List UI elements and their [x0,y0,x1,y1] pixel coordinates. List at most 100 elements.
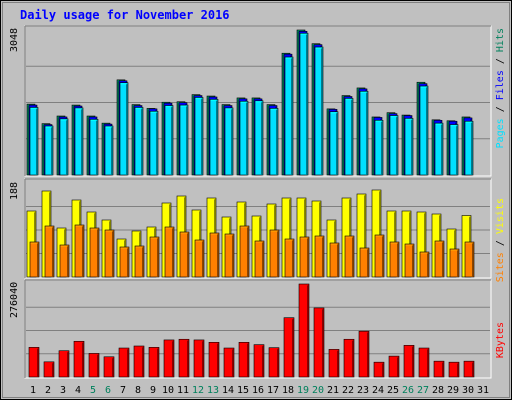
x-label-day-7: 7 [120,385,126,396]
bar-sites-day-4 [74,224,85,278]
bar-kbytes-day-15 [238,341,250,378]
chart-bars [26,29,490,378]
bar-kbytes-day-5 [88,353,100,378]
x-label-day-6: 6 [105,385,111,396]
bar-sites-day-9 [149,236,160,278]
bar-sites-day-6 [104,229,115,278]
x-label-day-18: 18 [282,385,294,396]
bar-pages-day-8 [134,107,144,176]
x-label-day-20: 20 [312,385,324,396]
x-label-day-19: 19 [297,385,309,396]
bar-sites-day-14 [224,233,235,278]
bar-pages-day-12 [194,97,204,176]
bar-sites-day-1 [29,241,40,278]
bar-kbytes-day-1 [28,347,40,378]
bar-pages-day-20 [314,46,324,176]
bar-kbytes-day-10 [163,339,175,378]
chart-title: Daily usage for November 2016 [20,8,230,22]
x-label-day-31: 31 [477,385,489,396]
legend-separator: / [495,234,506,252]
bar-sites-day-19 [299,236,310,278]
legend-hits: Hits [495,28,506,52]
legend-pages: Pages [495,118,506,148]
bar-kbytes-day-17 [268,347,280,378]
bar-pages-day-9 [149,110,159,176]
bar-kbytes-day-27 [418,347,430,378]
x-label-day-13: 13 [207,385,219,396]
bar-sites-day-22 [344,235,355,278]
bar-pages-day-11 [179,104,189,176]
x-label-day-30: 30 [462,385,474,396]
bar-kbytes-day-12 [193,339,205,378]
bar-pages-day-17 [269,108,279,176]
bar-pages-day-26 [404,118,414,176]
legend-visits: Visits [495,198,506,234]
bar-pages-day-13 [209,99,219,176]
x-label-day-10: 10 [162,385,174,396]
x-label-day-1: 1 [30,385,36,396]
svg-text:Sites / Visits: Sites / Visits [495,198,506,282]
bar-pages-day-28 [434,122,444,176]
legend-files: Files [495,70,506,100]
bar-pages-day-1 [29,107,39,176]
x-label-day-26: 26 [402,385,414,396]
bar-kbytes-day-7 [118,347,130,378]
x-label-day-24: 24 [372,385,384,396]
bar-sites-day-24 [374,234,385,278]
bar-sites-day-26 [404,243,415,278]
bar-pages-day-27 [419,85,429,176]
bar-pages-day-10 [164,105,174,176]
legend-separator: / [495,100,506,118]
bar-sites-day-20 [314,235,325,278]
bar-sites-day-13 [209,232,220,278]
bar-kbytes-day-28 [433,360,445,378]
bar-kbytes-day-29 [448,361,460,378]
bar-kbytes-day-20 [313,307,325,378]
panel-bottom-max-label: 276040 [9,282,20,318]
x-label-day-3: 3 [60,385,66,396]
bar-kbytes-day-11 [178,338,190,378]
legend-sites: Sites [495,252,506,282]
bar-pages-day-4 [74,107,84,176]
bar-sites-day-23 [359,247,370,278]
bar-kbytes-day-19 [298,283,310,378]
bar-pages-day-6 [104,125,114,176]
bar-pages-day-16 [254,100,264,176]
bar-pages-day-23 [359,90,369,176]
bar-pages-day-3 [59,118,69,176]
bar-sites-day-25 [389,241,400,278]
bar-kbytes-day-30 [463,360,475,378]
bar-sites-day-16 [254,240,265,278]
bar-kbytes-day-8 [133,345,145,378]
bar-sites-day-17 [269,229,280,278]
bar-pages-day-14 [224,107,234,176]
bar-kbytes-day-14 [223,347,235,378]
x-label-day-25: 25 [387,385,399,396]
x-label-day-23: 23 [357,385,369,396]
x-label-day-29: 29 [447,385,459,396]
panel-top-max-label: 3048 [9,28,20,52]
x-label-day-4: 4 [75,385,81,396]
x-label-day-16: 16 [252,385,264,396]
bar-kbytes-day-25 [388,355,400,378]
legend-separator: / [495,52,506,70]
legend-kbytes: KBytes [495,322,506,358]
svg-text:Pages / Files / Hits: Pages / Files / Hits [495,28,506,148]
svg-text:KBytes: KBytes [495,322,506,358]
bar-sites-day-11 [179,231,190,278]
x-label-day-9: 9 [150,385,156,396]
bar-kbytes-day-26 [403,345,415,378]
bar-pages-day-22 [344,98,354,176]
legend-visits-sites: Sites / Visits [495,198,506,282]
bar-kbytes-day-4 [73,340,85,378]
bar-kbytes-day-9 [148,347,160,378]
x-label-day-28: 28 [432,385,444,396]
bar-sites-day-28 [434,240,445,278]
x-label-day-21: 21 [327,385,339,396]
x-label-day-17: 17 [267,385,279,396]
bar-pages-day-2 [44,125,54,176]
bar-kbytes-day-23 [358,330,370,378]
bar-pages-day-5 [89,119,99,176]
bar-sites-day-2 [44,225,55,278]
